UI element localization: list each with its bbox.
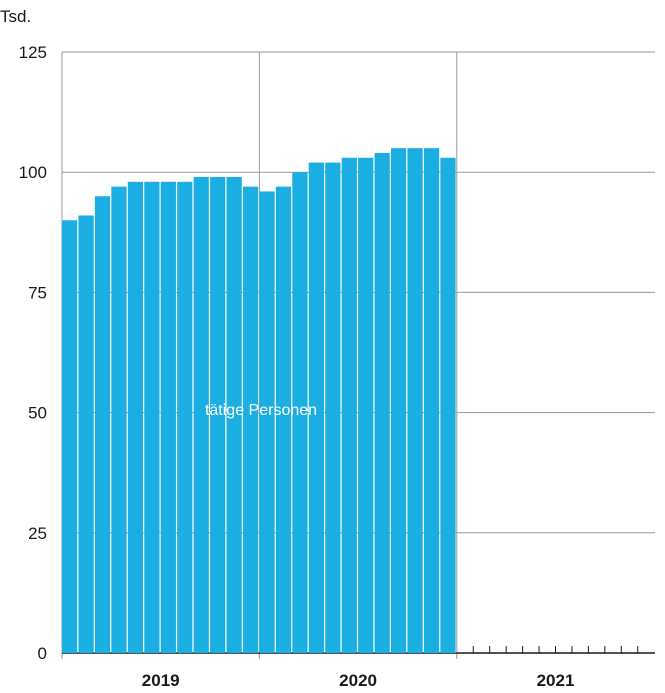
bar (111, 186, 127, 653)
x-year-label: 2019 (142, 671, 180, 690)
bar (374, 152, 390, 653)
bar (341, 157, 357, 653)
bar (210, 177, 226, 653)
x-year-label: 2020 (339, 671, 377, 690)
bar (242, 186, 259, 653)
x-axis-minor-ticks (472, 646, 639, 653)
bar (226, 177, 242, 653)
bar (94, 196, 111, 654)
bar (391, 148, 407, 653)
bar (325, 162, 341, 654)
y-axis-unit-label: Tsd. (0, 7, 31, 26)
bar (62, 220, 78, 653)
bar (308, 162, 324, 654)
bar (78, 215, 94, 654)
bar (193, 177, 209, 653)
y-tick-label: 25 (28, 524, 47, 543)
bar (259, 191, 275, 653)
y-axis-ticks: 0 25 50 75 100 125 (19, 43, 47, 663)
bar (440, 157, 456, 653)
bar (275, 186, 292, 653)
bar (292, 172, 308, 653)
bar (127, 181, 144, 654)
bar (177, 181, 193, 654)
x-axis-year-labels: 2019 2020 2021 (142, 671, 575, 690)
y-tick-label: 0 (38, 644, 47, 663)
bar (358, 157, 374, 653)
x-year-label: 2021 (537, 671, 575, 690)
series-label: tätige Personen (205, 402, 317, 419)
bar (160, 181, 176, 654)
y-tick-label: 125 (19, 43, 47, 62)
bar (144, 181, 160, 654)
bar (407, 148, 423, 653)
bar (423, 148, 440, 653)
bars (62, 148, 456, 654)
y-tick-label: 50 (28, 404, 47, 423)
y-tick-label: 75 (28, 283, 47, 302)
y-tick-label: 100 (19, 163, 47, 182)
